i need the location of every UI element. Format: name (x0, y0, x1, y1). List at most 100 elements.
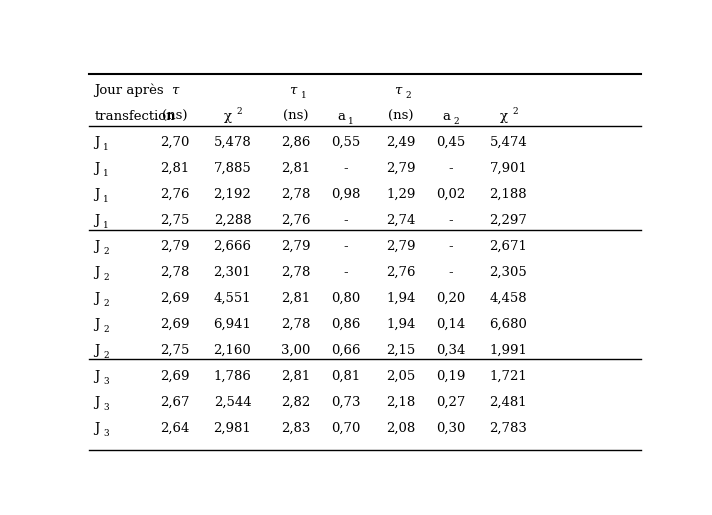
Text: 2,79: 2,79 (386, 162, 416, 175)
Text: 2,981: 2,981 (214, 422, 251, 435)
Text: 2,79: 2,79 (281, 240, 310, 253)
Text: 2: 2 (454, 117, 459, 126)
Text: 6,680: 6,680 (489, 318, 528, 331)
Text: 1: 1 (103, 169, 109, 178)
Text: 4,458: 4,458 (490, 292, 527, 305)
Text: 2,81: 2,81 (281, 162, 310, 175)
Text: 1,786: 1,786 (214, 370, 251, 383)
Text: -: - (343, 162, 348, 175)
Text: 1,29: 1,29 (386, 188, 416, 201)
Text: 2: 2 (103, 299, 109, 308)
Text: a: a (337, 110, 345, 123)
Text: -: - (343, 214, 348, 227)
Text: 2,74: 2,74 (386, 214, 416, 227)
Text: 2,188: 2,188 (490, 188, 527, 201)
Text: 2,783: 2,783 (489, 422, 528, 435)
Text: τ: τ (171, 84, 178, 97)
Text: -: - (448, 214, 453, 227)
Text: 2,79: 2,79 (159, 240, 189, 253)
Text: 1: 1 (301, 91, 307, 100)
Text: 2,08: 2,08 (386, 422, 415, 435)
Text: 2,86: 2,86 (281, 136, 310, 149)
Text: 2,49: 2,49 (386, 136, 416, 149)
Text: J: J (95, 214, 100, 227)
Text: 0,30: 0,30 (436, 422, 465, 435)
Text: 2: 2 (237, 107, 243, 116)
Text: J: J (95, 422, 100, 435)
Text: 0,19: 0,19 (436, 370, 465, 383)
Text: 2,81: 2,81 (160, 162, 189, 175)
Text: (ns): (ns) (283, 110, 309, 123)
Text: 0,20: 0,20 (436, 292, 465, 305)
Text: 2,83: 2,83 (281, 422, 310, 435)
Text: (ns): (ns) (388, 110, 414, 123)
Text: 2,76: 2,76 (281, 214, 310, 227)
Text: 2,81: 2,81 (281, 292, 310, 305)
Text: (ns): (ns) (162, 110, 187, 123)
Text: 0,14: 0,14 (436, 318, 465, 331)
Text: 3: 3 (103, 403, 109, 412)
Text: 0,27: 0,27 (436, 396, 465, 409)
Text: τ: τ (290, 84, 297, 97)
Text: 2: 2 (103, 351, 109, 360)
Text: 3,00: 3,00 (281, 344, 310, 357)
Text: 2,76: 2,76 (159, 188, 189, 201)
Text: 2,301: 2,301 (214, 266, 251, 279)
Text: 1: 1 (348, 117, 354, 126)
Text: 2,78: 2,78 (281, 318, 310, 331)
Text: 3: 3 (103, 429, 109, 438)
Text: 0,70: 0,70 (331, 422, 360, 435)
Text: 2,79: 2,79 (386, 240, 416, 253)
Text: -: - (448, 240, 453, 253)
Text: 3: 3 (103, 377, 109, 386)
Text: 1: 1 (103, 143, 109, 152)
Text: 2,70: 2,70 (159, 136, 189, 149)
Text: 0,86: 0,86 (331, 318, 360, 331)
Text: 7,901: 7,901 (489, 162, 528, 175)
Text: J: J (95, 370, 100, 383)
Text: 2,75: 2,75 (159, 214, 189, 227)
Text: 2,81: 2,81 (281, 370, 310, 383)
Text: 0,98: 0,98 (331, 188, 360, 201)
Text: J: J (95, 162, 100, 175)
Text: χ: χ (500, 110, 508, 123)
Text: 2,69: 2,69 (159, 292, 189, 305)
Text: a: a (442, 110, 450, 123)
Text: -: - (448, 162, 453, 175)
Text: 1,94: 1,94 (386, 318, 416, 331)
Text: 2,78: 2,78 (281, 266, 310, 279)
Text: J: J (95, 292, 100, 305)
Text: 0,02: 0,02 (436, 188, 465, 201)
Text: 6,941: 6,941 (214, 318, 251, 331)
Text: 2,67: 2,67 (159, 396, 189, 409)
Text: 2: 2 (406, 91, 412, 100)
Text: 2,544: 2,544 (214, 396, 251, 409)
Text: 2,15: 2,15 (386, 344, 415, 357)
Text: 2,160: 2,160 (214, 344, 251, 357)
Text: 1,94: 1,94 (386, 292, 416, 305)
Text: 2,69: 2,69 (159, 370, 189, 383)
Text: 2,18: 2,18 (386, 396, 415, 409)
Text: 1: 1 (103, 221, 109, 230)
Text: 2,05: 2,05 (386, 370, 415, 383)
Text: 2,671: 2,671 (489, 240, 528, 253)
Text: 2,288: 2,288 (214, 214, 251, 227)
Text: 0,55: 0,55 (331, 136, 360, 149)
Text: -: - (343, 240, 348, 253)
Text: 7,885: 7,885 (214, 162, 251, 175)
Text: 2: 2 (103, 247, 109, 256)
Text: 1,991: 1,991 (489, 344, 528, 357)
Text: 2: 2 (103, 273, 109, 282)
Text: -: - (343, 266, 348, 279)
Text: -: - (448, 266, 453, 279)
Text: 2: 2 (103, 325, 109, 334)
Text: 2,297: 2,297 (489, 214, 528, 227)
Text: J: J (95, 318, 100, 331)
Text: Jour après: Jour après (95, 84, 164, 97)
Text: 5,474: 5,474 (489, 136, 528, 149)
Text: 2,69: 2,69 (159, 318, 189, 331)
Text: transfection: transfection (95, 110, 175, 123)
Text: J: J (95, 240, 100, 253)
Text: τ: τ (394, 84, 402, 97)
Text: 1,721: 1,721 (489, 370, 528, 383)
